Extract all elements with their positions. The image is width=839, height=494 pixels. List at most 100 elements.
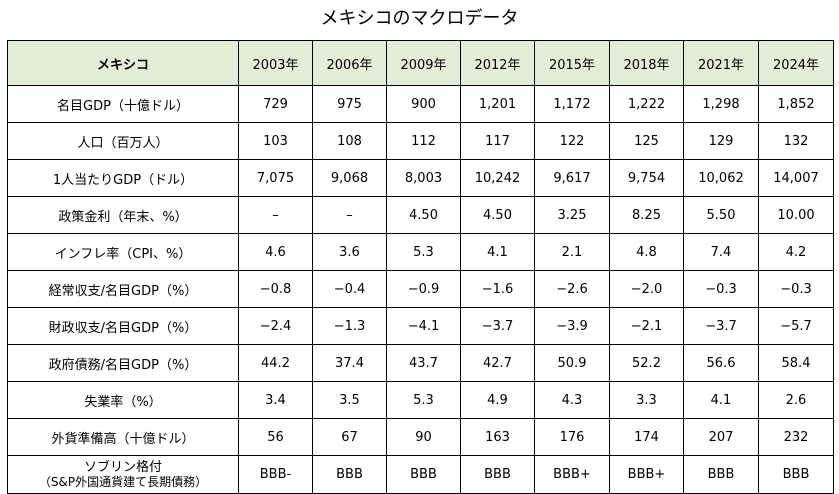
table-cell: 117 (460, 122, 535, 160)
table-cell: −2.6 (534, 270, 610, 308)
year-header: 2021年 (683, 40, 759, 86)
table-cell: 729 (238, 85, 313, 123)
year-header: 2018年 (609, 40, 684, 86)
table-cell: 207 (683, 418, 759, 456)
row-label: 政策金利（年末、%） (7, 196, 239, 234)
table-cell: 7,075 (238, 159, 313, 197)
table-cell: 4.2 (758, 233, 834, 271)
rating-cell: BBB+ (534, 455, 610, 494)
row-label: 失業率（%） (7, 381, 239, 419)
table-row: 名目GDP（十億ドル） 729 975 900 1,201 1,172 1,222 1,298… (7, 85, 834, 123)
table-cell: 10.00 (758, 196, 834, 234)
table-cell: −2.0 (609, 270, 684, 308)
table-row: 外貨準備高（十億ドル） 56 67 90 163 176 174 207 232 (7, 418, 834, 456)
table-cell: 90 (386, 418, 461, 456)
table-row: インフレ率（CPI、%） 4.6 3.6 5.3 4.1 2.1 4.8 7.4 4.2 (7, 233, 834, 271)
table-row: 1人当たりGDP（ドル） 7,075 9,068 8,003 10,242 9,617 9,… (7, 159, 834, 197)
table-cell: 4.50 (386, 196, 461, 234)
table-cell: −0.3 (758, 270, 834, 308)
table-cell: 67 (312, 418, 387, 456)
table-cell: 5.3 (386, 381, 461, 419)
table-row: 人口（百万人） 103 108 112 117 122 125 129 132 (7, 122, 834, 160)
table-cell: 9,617 (534, 159, 610, 197)
table-cell: −0.9 (386, 270, 461, 308)
row-label: 人口（百万人） (7, 122, 239, 160)
table-cell: 232 (758, 418, 834, 456)
table-cell: 1,852 (758, 85, 834, 123)
rating-cell: BBB (312, 455, 387, 494)
table-cell: 176 (534, 418, 610, 456)
table-cell: 44.2 (238, 344, 313, 382)
table-cell: 3.6 (312, 233, 387, 271)
year-header: 2003年 (238, 40, 313, 86)
table-cell: 975 (312, 85, 387, 123)
table-body: 名目GDP（十億ドル） 729 975 900 1,201 1,172 1,222 1,298… (7, 85, 834, 494)
rating-cell: BBB- (238, 455, 313, 494)
table-cell: 4.50 (460, 196, 535, 234)
table-cell: – (312, 196, 387, 234)
row-label: インフレ率（CPI、%） (7, 233, 239, 271)
table-cell: 3.3 (609, 381, 684, 419)
rating-row-label: ソブリン格付 （S&P外国通貨建て長期債務） (7, 455, 239, 494)
table-cell: 5.3 (386, 233, 461, 271)
table-cell: 2.6 (758, 381, 834, 419)
table-cell: 14,007 (758, 159, 834, 197)
table-cell: 8,003 (386, 159, 461, 197)
year-header: 2012年 (460, 40, 535, 86)
table-cell: 3.25 (534, 196, 610, 234)
macro-data-table: メキシコ 2003年 2006年 2009年 2012年 2015年 2018年… (7, 40, 834, 494)
table-cell: −2.1 (609, 307, 684, 345)
table-cell: 58.4 (758, 344, 834, 382)
table-cell: −5.7 (758, 307, 834, 345)
table-cell: −1.3 (312, 307, 387, 345)
rating-cell: BBB+ (609, 455, 684, 494)
year-header: 2009年 (386, 40, 461, 86)
year-header: 2024年 (758, 40, 834, 86)
table-cell: 4.1 (460, 233, 535, 271)
table-cell: 163 (460, 418, 535, 456)
table-cell: 174 (609, 418, 684, 456)
table-cell: 9,068 (312, 159, 387, 197)
rating-row: ソブリン格付 （S&P外国通貨建て長期債務） BBB- BBB BBB BBB BBB+ BB… (7, 455, 834, 494)
table-row: 財政収支/名目GDP（%） −2.4 −1.3 −4.1 −3.7 −3.9 −2.1 −3.… (7, 307, 834, 345)
rating-label-line1: ソブリン格付 (83, 459, 162, 475)
table-cell: 10,242 (460, 159, 535, 197)
row-label: 政府債務/名目GDP（%） (7, 344, 239, 382)
rating-cell: BBB (683, 455, 759, 494)
rating-cell: BBB (460, 455, 535, 494)
row-label: 経常収支/名目GDP（%） (7, 270, 239, 308)
table-cell: 129 (683, 122, 759, 160)
table-cell: 4.3 (534, 381, 610, 419)
table-cell: 108 (312, 122, 387, 160)
table-cell: −3.9 (534, 307, 610, 345)
table-cell: 10,062 (683, 159, 759, 197)
rating-cell: BBB (386, 455, 461, 494)
table-cell: 1,172 (534, 85, 610, 123)
table-row: 政府債務/名目GDP（%） 44.2 37.4 43.7 42.7 50.9 52.2 56.… (7, 344, 834, 382)
table-cell: 37.4 (312, 344, 387, 382)
table-row: 失業率（%） 3.4 3.5 5.3 4.9 4.3 3.3 4.1 2.6 (7, 381, 834, 419)
table-cell: 103 (238, 122, 313, 160)
table-cell: −0.3 (683, 270, 759, 308)
table-header: メキシコ 2003年 2006年 2009年 2012年 2015年 2018年… (7, 40, 834, 86)
table-cell: 5.50 (683, 196, 759, 234)
row-label: 1人当たりGDP（ドル） (7, 159, 239, 197)
table-row: 政策金利（年末、%） – –4.50 4.50 3.25 8.25 5.50 10.00 (7, 196, 834, 234)
header-row: メキシコ 2003年 2006年 2009年 2012年 2015年 2018年… (7, 40, 834, 86)
table-cell: 132 (758, 122, 834, 160)
table-cell: 43.7 (386, 344, 461, 382)
table-cell: 42.7 (460, 344, 535, 382)
table-cell: 8.25 (609, 196, 684, 234)
table-cell: 2.1 (534, 233, 610, 271)
table-cell: 112 (386, 122, 461, 160)
table-cell: 122 (534, 122, 610, 160)
row-label: 財政収支/名目GDP（%） (7, 307, 239, 345)
table-cell: 3.4 (238, 381, 313, 419)
table-cell: 4.8 (609, 233, 684, 271)
year-header: 2006年 (312, 40, 387, 86)
table-cell: 4.1 (683, 381, 759, 419)
table-cell: – (238, 196, 313, 234)
table-cell: −3.7 (683, 307, 759, 345)
corner-label: メキシコ (7, 40, 239, 86)
table-cell: 900 (386, 85, 461, 123)
